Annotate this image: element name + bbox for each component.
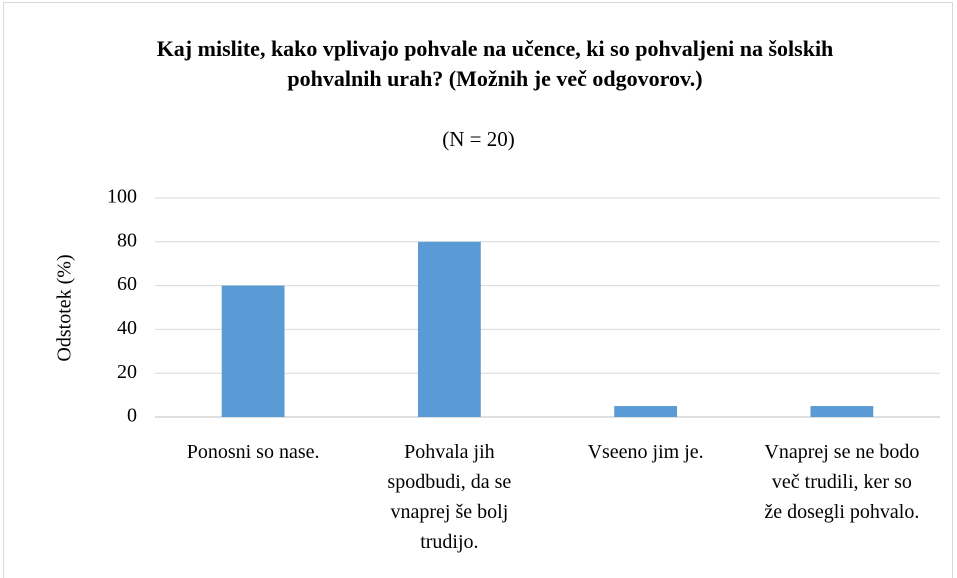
y-tick-label: 80 [117,229,137,251]
y-tick-label: 0 [127,405,137,427]
bar [221,285,285,417]
y-tick-label: 40 [117,317,137,339]
y-tick-label: 20 [117,361,137,383]
x-tick-label: Vnaprej se ne bodo več trudili, ker so ž… [764,441,920,523]
x-tick-label: Ponosni so nase. [186,441,320,463]
y-tick-label: 60 [117,273,137,295]
x-tick-label: Vseeno jim je. [587,441,704,463]
y-axis-label: Odstotek (%) [54,254,76,361]
bar [810,406,874,417]
chart-subtitle: (N = 20) [442,127,515,151]
bar [417,241,481,417]
bar [614,406,678,417]
y-tick-label: 100 [107,186,137,208]
x-tick-label: Pohvala jih spodbudi, da se vnaprej še b… [387,441,512,553]
chart-title: Kaj mislite, kako vplivajo pohvale na uč… [156,36,834,91]
chart-border [3,2,953,578]
